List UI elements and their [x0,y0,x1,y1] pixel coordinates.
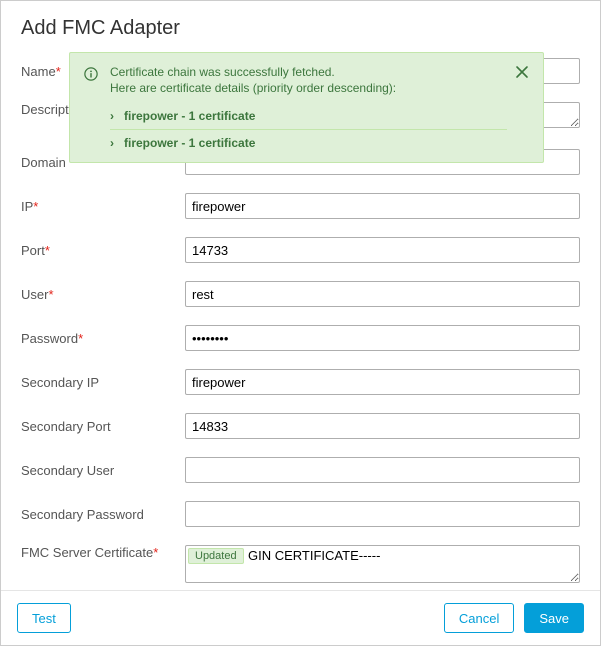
alert-message-line1: Certificate chain was successfully fetch… [110,65,507,79]
cert-chain-label: firepower - 1 certificate [124,109,255,123]
cancel-button[interactable]: Cancel [444,603,514,633]
password-label: Password* [21,331,185,346]
user-input[interactable] [185,281,580,307]
form-row-secondary-ip: Secondary IP [21,369,580,395]
secondary-port-label: Secondary Port [21,419,185,434]
cert-chain-item[interactable]: › firepower - 1 certificate [110,103,507,130]
modal-body: Certificate chain was successfully fetch… [1,52,600,590]
close-icon[interactable] [515,65,531,81]
secondary-port-input[interactable] [185,413,580,439]
fmc-cert-label: FMC Server Certificate* [21,545,185,560]
secondary-user-input[interactable] [185,457,580,483]
chevron-right-icon: › [110,136,114,150]
ip-input[interactable] [185,193,580,219]
updated-badge: Updated [188,548,244,564]
ip-label: IP* [21,199,185,214]
form-row-secondary-port: Secondary Port [21,413,580,439]
secondary-ip-input[interactable] [185,369,580,395]
form-row-ip: IP* [21,193,580,219]
port-input[interactable] [185,237,580,263]
form-row-secondary-user: Secondary User [21,457,580,483]
success-alert: Certificate chain was successfully fetch… [69,52,544,163]
fmc-cert-input[interactable] [185,545,580,583]
alert-message-line2: Here are certificate details (priority o… [110,81,507,95]
form-row-secondary-password: Secondary Password [21,501,580,527]
add-fmc-adapter-modal: Add FMC Adapter Certificate chain was su… [0,0,601,646]
port-label: Port* [21,243,185,258]
secondary-user-label: Secondary User [21,463,185,478]
secondary-password-input[interactable] [185,501,580,527]
password-input[interactable] [185,325,580,351]
user-label: User* [21,287,185,302]
modal-footer: Test Cancel Save [1,590,600,645]
chevron-right-icon: › [110,109,114,123]
secondary-password-label: Secondary Password [21,507,185,522]
form-row-fmc-cert: FMC Server Certificate* Updated [21,545,580,586]
modal-title: Add FMC Adapter [1,1,600,52]
form-row-port: Port* [21,237,580,263]
secondary-ip-label: Secondary IP [21,375,185,390]
footer-actions: Cancel Save [444,603,584,633]
info-icon [84,67,98,81]
form-row-password: Password* [21,325,580,351]
form-row-user: User* [21,281,580,307]
cert-chain-item[interactable]: › firepower - 1 certificate [110,130,507,150]
save-button[interactable]: Save [524,603,584,633]
test-button[interactable]: Test [17,603,71,633]
cert-chain-label: firepower - 1 certificate [124,136,255,150]
